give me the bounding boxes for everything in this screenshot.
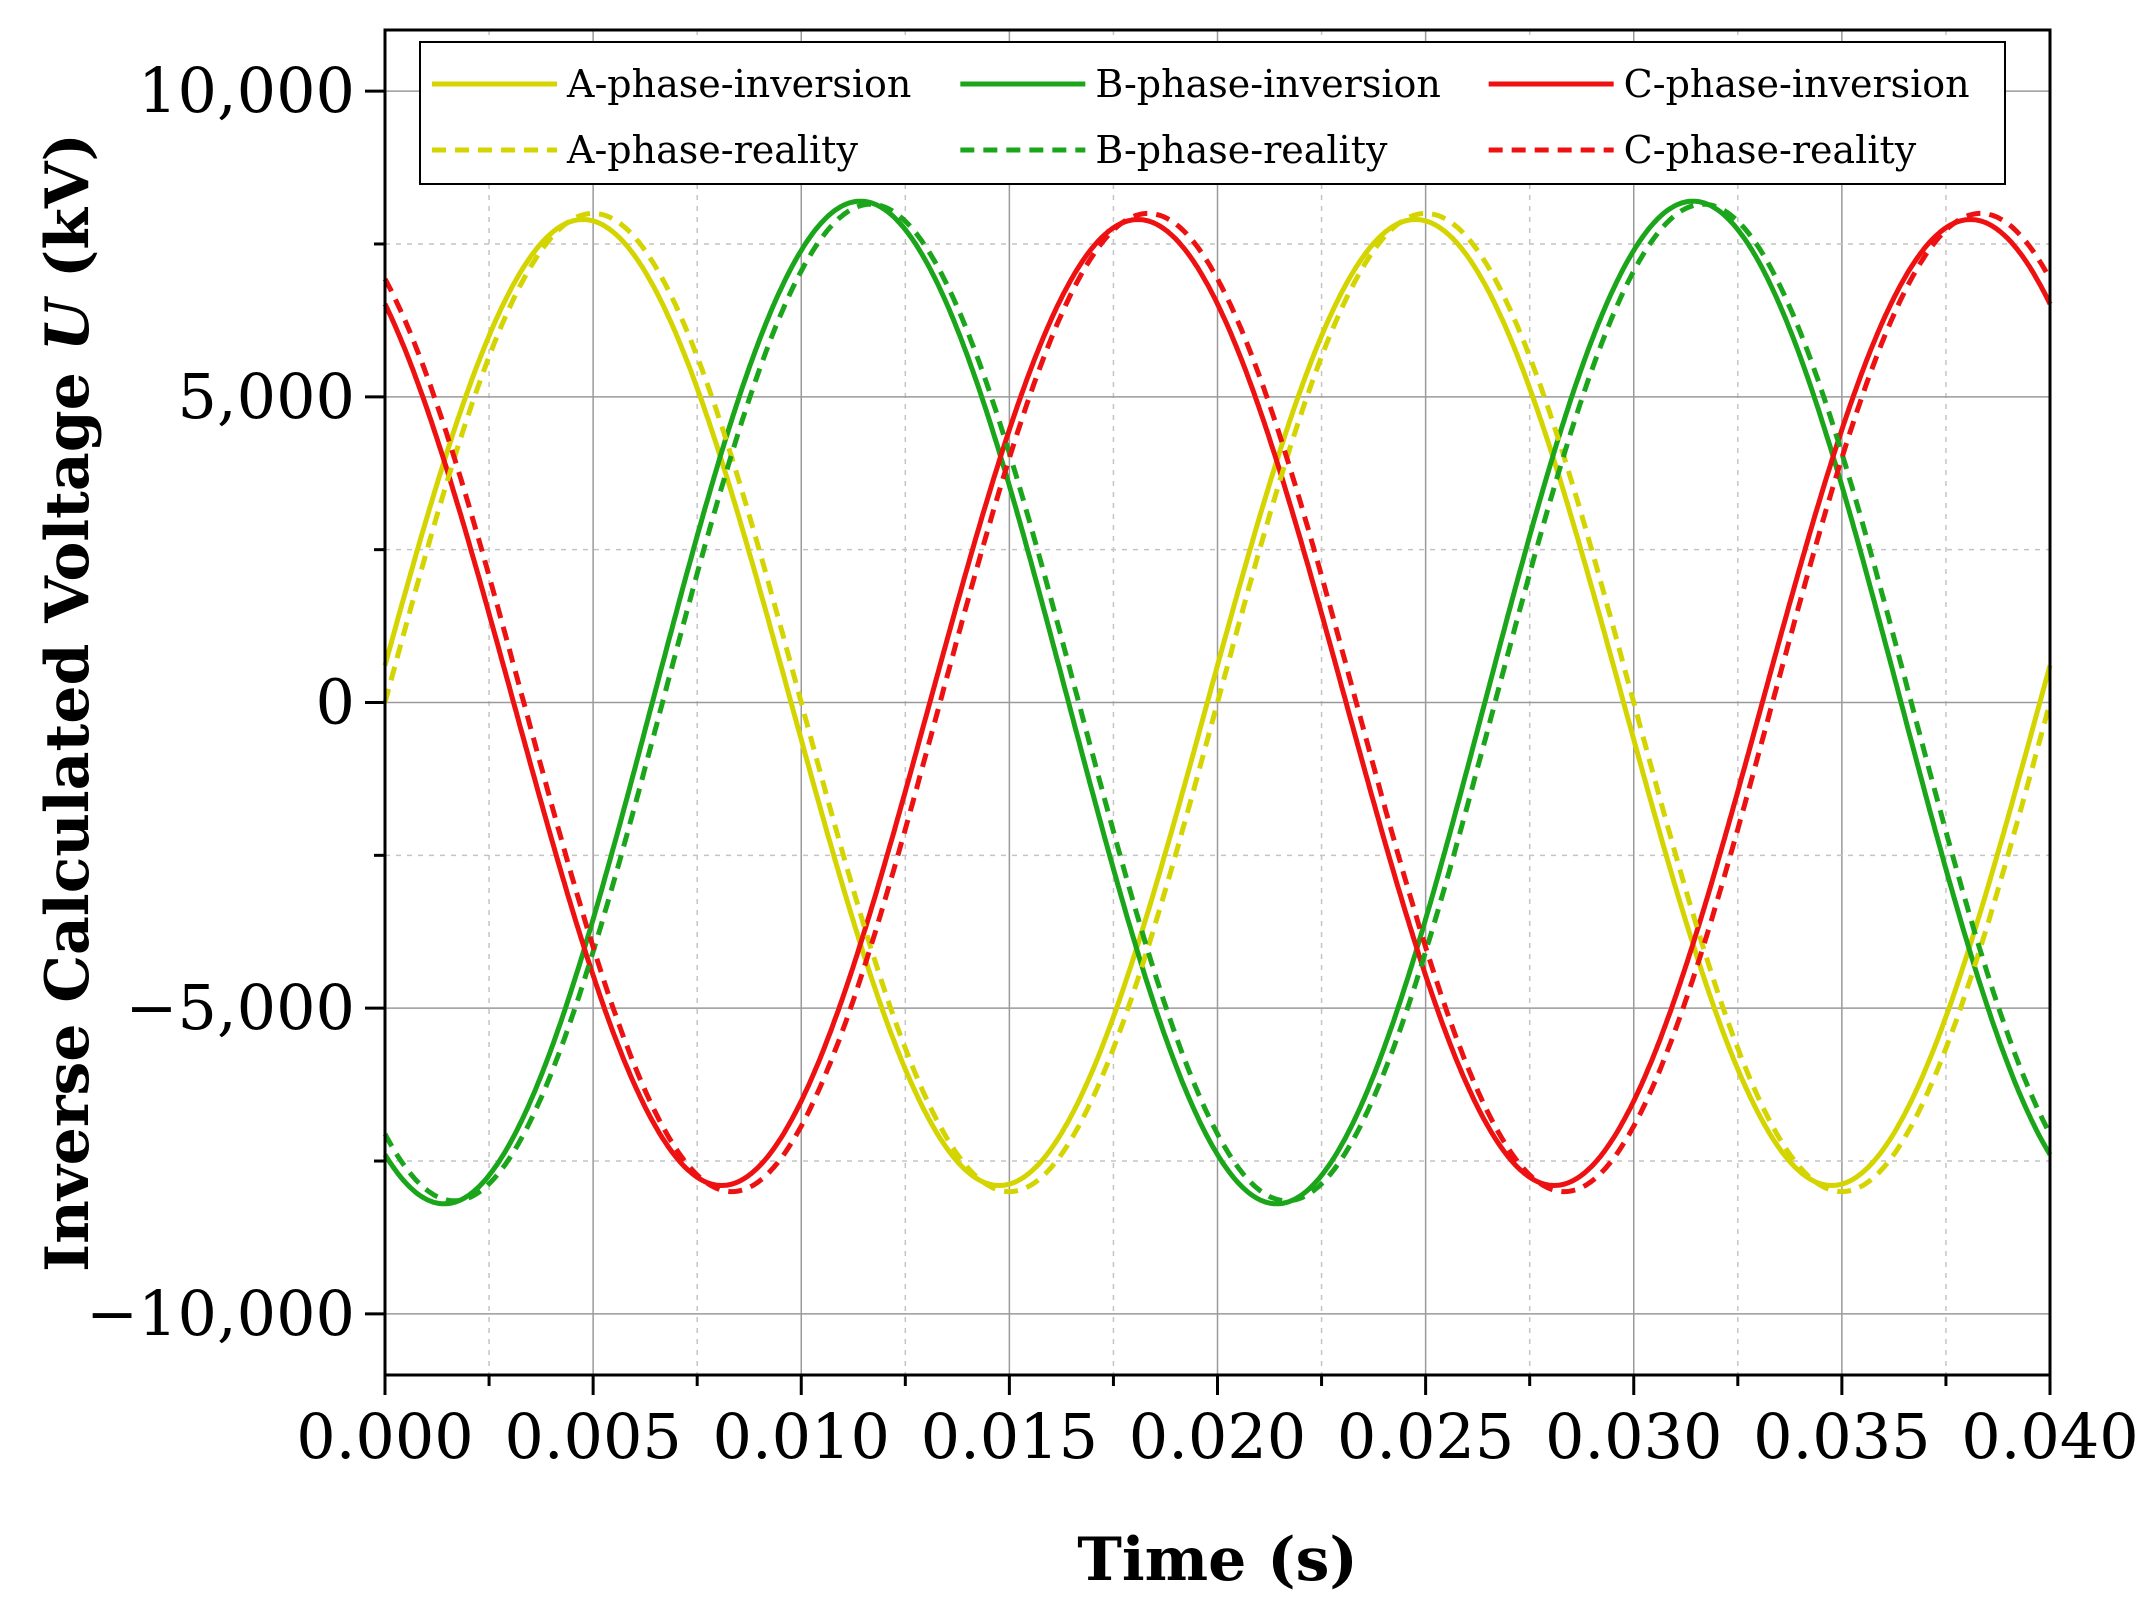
y-axis-title-symbol: U bbox=[33, 295, 103, 351]
y-tick-label: −10,000 bbox=[86, 1277, 355, 1350]
series-b-phase-inversion bbox=[382, 198, 2053, 1207]
y-tick-label: 10,000 bbox=[138, 54, 355, 127]
x-tick-label: 0.015 bbox=[921, 1400, 1099, 1473]
legend-label-c-phase-inversion: C-phase-inversion bbox=[1624, 62, 1970, 106]
y-tick-label: 5,000 bbox=[178, 360, 356, 433]
legend-label-c-phase-reality: C-phase-reality bbox=[1624, 128, 1917, 172]
series-a-phase-inversion bbox=[382, 216, 2053, 1189]
series-lines bbox=[382, 198, 2053, 1207]
grid-lines bbox=[385, 30, 2050, 1375]
series-a-phase-reality bbox=[382, 210, 2053, 1195]
x-tick-label: 0.020 bbox=[1129, 1400, 1307, 1473]
y-axis-title-suffix: (kV) bbox=[33, 133, 103, 299]
series-b-phase-reality bbox=[382, 201, 2053, 1204]
legend-label-b-phase-inversion: B-phase-inversion bbox=[1095, 62, 1441, 106]
series-c-phase-inversion bbox=[382, 216, 2053, 1189]
x-tick-label: 0.000 bbox=[296, 1400, 474, 1473]
x-tick-label: 0.040 bbox=[1961, 1400, 2139, 1473]
x-tick-label: 0.005 bbox=[504, 1400, 682, 1473]
legend-label-b-phase-reality: B-phase-reality bbox=[1095, 128, 1388, 172]
legend-label-a-phase-reality: A-phase-reality bbox=[566, 128, 858, 172]
x-tick-label: 0.025 bbox=[1337, 1400, 1515, 1473]
y-axis-title: Inverse Calculated Voltage U (kV) bbox=[33, 133, 103, 1272]
y-tick-label: 0 bbox=[316, 666, 355, 739]
legend-label-a-phase-inversion: A-phase-inversion bbox=[566, 62, 911, 106]
x-tick-label: 0.035 bbox=[1753, 1400, 1931, 1473]
y-axis-title-prefix: Inverse Calculated Voltage bbox=[33, 351, 103, 1272]
axis-ticks: 0.000 0.005 0.010 0.015 0.020 0.025 0.030 0.035… bbox=[86, 54, 2139, 1473]
x-tick-label: 0.010 bbox=[713, 1400, 891, 1473]
x-tick-label: 0.030 bbox=[1545, 1400, 1723, 1473]
legend: A-phase-inversion B-phase-inversion C-phas… bbox=[419, 41, 2006, 185]
y-tick-label: −5,000 bbox=[126, 971, 355, 1044]
x-axis-title: Time (s) bbox=[1077, 1525, 1358, 1595]
legend-box bbox=[419, 41, 2006, 185]
